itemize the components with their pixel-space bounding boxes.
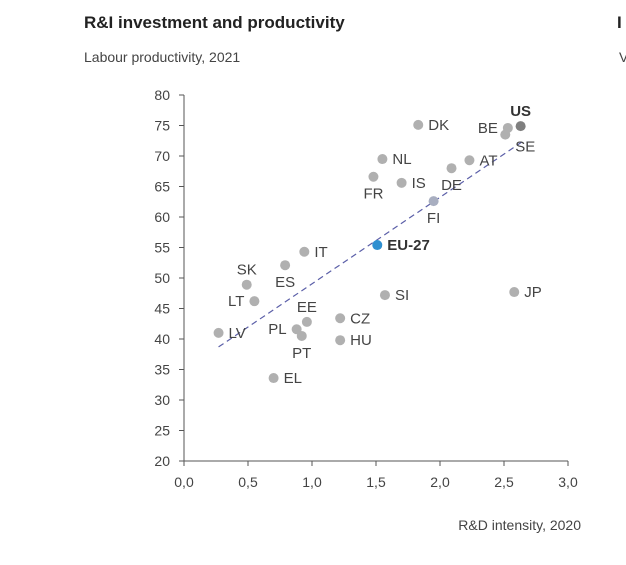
- data-label: EE: [297, 299, 317, 316]
- y-axis-title: Labour productivity, 2021: [84, 49, 241, 65]
- y-tick-label: 20: [154, 453, 170, 469]
- data-point-cz: [335, 313, 346, 324]
- data-point-nl: [377, 154, 388, 165]
- data-label: SK: [237, 262, 257, 279]
- y-tick-label: 75: [154, 118, 170, 134]
- data-label: SE: [515, 139, 535, 156]
- data-label: FI: [427, 210, 440, 227]
- data-point-el: [268, 373, 279, 384]
- data-point-it: [299, 246, 310, 257]
- data-label: IS: [412, 175, 426, 192]
- next-panel-subtitle: V: [619, 49, 626, 65]
- data-point-pt: [296, 330, 307, 341]
- x-tick-label: 3,0: [558, 474, 578, 490]
- data-point-fi: [428, 196, 439, 207]
- data-label: EL: [284, 370, 302, 387]
- y-tick-label: 30: [154, 392, 170, 408]
- data-point-es: [280, 260, 291, 271]
- y-tick-label: 70: [154, 148, 170, 164]
- data-label: HU: [350, 332, 372, 349]
- y-tick-label: 35: [154, 362, 170, 378]
- x-tick-label: 0,5: [238, 474, 258, 490]
- data-point-us: [515, 121, 526, 132]
- trendline: [218, 141, 523, 348]
- data-point-is: [396, 177, 407, 188]
- y-tick-label: 65: [154, 179, 170, 195]
- data-point-lv: [213, 327, 224, 338]
- data-point-hu: [335, 335, 346, 346]
- data-label: PT: [292, 345, 311, 362]
- x-tick-label: 2,5: [494, 474, 514, 490]
- data-label: PL: [268, 321, 286, 338]
- data-label: LV: [229, 325, 246, 342]
- data-point-jp: [509, 287, 520, 298]
- data-label: DK: [428, 117, 449, 134]
- data-label: SI: [395, 287, 409, 304]
- data-point-fr: [368, 171, 379, 182]
- x-tick-label: 2,0: [430, 474, 450, 490]
- x-axis-title: R&D intensity, 2020: [458, 517, 581, 533]
- y-tick-label: 60: [154, 209, 170, 225]
- data-point-at: [464, 155, 475, 166]
- y-tick-label: 45: [154, 301, 170, 317]
- data-label: NL: [392, 151, 411, 168]
- data-point-se: [500, 129, 511, 140]
- data-point-ee: [301, 316, 312, 327]
- y-tick-label: 40: [154, 331, 170, 347]
- data-label: BE: [478, 120, 498, 137]
- data-point-si: [379, 290, 390, 301]
- data-point-sk: [241, 279, 252, 290]
- data-label: IT: [314, 244, 327, 261]
- y-tick-label: 80: [154, 87, 170, 103]
- data-label: ES: [275, 274, 295, 291]
- data-point-de: [446, 163, 457, 174]
- data-label: AT: [479, 152, 497, 169]
- data-point-dk: [413, 119, 424, 130]
- y-tick-label: 25: [154, 423, 170, 439]
- next-panel-title: I: [617, 13, 622, 32]
- data-label: US: [510, 103, 531, 120]
- x-tick-label: 1,0: [302, 474, 322, 490]
- data-point-lt: [249, 296, 260, 307]
- x-tick-label: 1,5: [366, 474, 386, 490]
- data-label: DE: [441, 177, 462, 194]
- x-tick-label: 0,0: [174, 474, 194, 490]
- data-label: LT: [228, 293, 244, 310]
- data-label: CZ: [350, 310, 370, 327]
- y-tick-label: 50: [154, 270, 170, 286]
- data-label: EU-27: [387, 237, 430, 254]
- chart-title: R&I investment and productivity: [84, 13, 345, 32]
- data-point-eu-27: [372, 240, 383, 251]
- y-tick-label: 55: [154, 240, 170, 256]
- data-label: FR: [363, 186, 383, 203]
- data-label: JP: [524, 284, 542, 301]
